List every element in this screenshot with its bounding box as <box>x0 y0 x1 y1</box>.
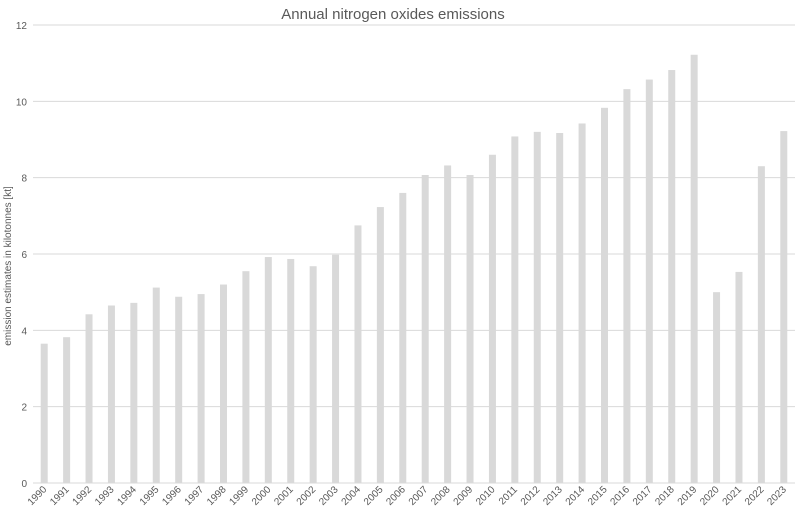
x-tick-label: 1990 <box>26 484 50 508</box>
x-tick-label: 1991 <box>48 484 72 508</box>
bar-2009 <box>466 174 474 483</box>
x-tick-label: 2022 <box>743 484 767 508</box>
bar-1998 <box>220 284 227 483</box>
gridlines <box>33 24 795 484</box>
y-tick-label: 2 <box>21 403 27 414</box>
x-tick-label: 2007 <box>407 484 431 508</box>
x-tick-label: 2018 <box>653 484 677 508</box>
bar-1997 <box>197 294 205 483</box>
bar-1991 <box>63 337 71 483</box>
x-tick-label: 1996 <box>160 484 184 508</box>
x-tick-label: 2016 <box>609 484 633 508</box>
y-tick-label: 8 <box>21 174 27 185</box>
bar-1993 <box>107 305 115 483</box>
x-tick-label: 1992 <box>71 484 95 508</box>
y-axis-label: emission estimates in kilotonnes [kt] <box>3 186 14 346</box>
x-tick-label: 1995 <box>138 484 162 508</box>
x-tick-label: 2011 <box>497 484 520 507</box>
bar-2001 <box>287 258 295 483</box>
bar-2007 <box>421 174 429 483</box>
x-tick-label: 2023 <box>765 484 789 508</box>
x-tick-label: 1998 <box>205 484 229 508</box>
bar-2003 <box>332 254 340 483</box>
x-tick-label: 2017 <box>631 484 655 508</box>
bar-2013 <box>556 133 564 484</box>
y-tick-label: 6 <box>21 250 27 261</box>
x-tick-label: 2021 <box>721 484 745 508</box>
x-tick-label: 2014 <box>564 484 588 508</box>
x-tick-label: 1993 <box>93 484 117 508</box>
x-tick-label: 2001 <box>272 484 296 508</box>
bar-2008 <box>444 165 452 483</box>
x-tick-label: 2008 <box>429 484 453 508</box>
bars <box>40 54 788 484</box>
y-tick-label: 4 <box>21 326 27 337</box>
bar-1990 <box>40 343 48 483</box>
x-axis-ticks: 1990199119921993199419951996199719981999… <box>26 484 789 508</box>
bar-2014 <box>578 123 586 483</box>
bar-2020 <box>713 292 721 483</box>
y-tick-label: 0 <box>21 479 27 490</box>
bar-2015 <box>601 107 608 484</box>
bar-1996 <box>175 296 183 483</box>
bar-2017 <box>645 79 653 483</box>
bar-2022 <box>757 166 765 483</box>
y-tick-label: 10 <box>16 97 28 108</box>
bar-2005 <box>376 207 384 483</box>
y-tick-label: 12 <box>16 21 28 32</box>
bar-2006 <box>399 192 407 483</box>
x-tick-label: 2003 <box>317 484 341 508</box>
x-tick-label: 2004 <box>340 484 364 508</box>
y-axis-ticks: 0 2 4 6 8 10 12 <box>16 21 28 490</box>
x-tick-label: 2015 <box>586 484 610 508</box>
x-tick-label: 1997 <box>183 484 207 508</box>
x-tick-label: 2013 <box>541 484 565 508</box>
x-tick-label: 2002 <box>295 484 319 508</box>
bar-2002 <box>309 266 317 483</box>
bar-2010 <box>488 154 496 483</box>
bar-1994 <box>130 302 138 483</box>
bar-2016 <box>623 89 631 484</box>
bar-1992 <box>85 314 93 483</box>
x-tick-label: 2012 <box>519 484 543 508</box>
bar-2000 <box>264 257 272 483</box>
bar-2011 <box>511 136 519 484</box>
x-tick-label: 1994 <box>115 484 139 508</box>
bar-2018 <box>668 70 676 483</box>
bar-2012 <box>533 131 541 483</box>
bar-2004 <box>354 225 362 483</box>
x-tick-label: 2019 <box>676 484 700 508</box>
bar-1995 <box>152 287 160 483</box>
x-tick-label: 1999 <box>228 484 252 508</box>
x-tick-label: 2006 <box>384 484 408 508</box>
bar-2023 <box>780 131 788 483</box>
bar-2019 <box>690 54 698 484</box>
chart-title: Annual nitrogen oxides emissions <box>281 6 504 23</box>
x-tick-label: 2000 <box>250 484 274 508</box>
x-tick-label: 2010 <box>474 484 498 508</box>
bar-2021 <box>735 271 743 483</box>
x-tick-label: 2005 <box>362 484 386 508</box>
x-tick-label: 2009 <box>452 484 476 508</box>
bar-1999 <box>242 271 250 483</box>
x-tick-label: 2020 <box>698 484 722 508</box>
